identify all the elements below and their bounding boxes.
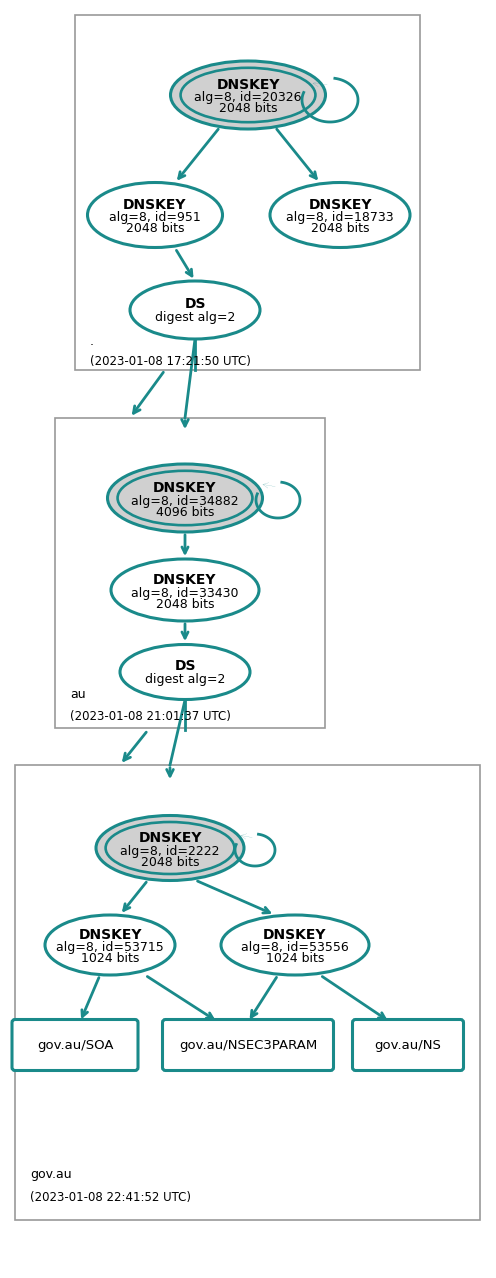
- Text: alg=8, id=33430: alg=8, id=33430: [131, 587, 239, 599]
- Text: 2048 bits: 2048 bits: [311, 222, 369, 235]
- Ellipse shape: [111, 558, 259, 621]
- Text: DNSKEY: DNSKEY: [123, 198, 187, 212]
- Text: digest alg=2: digest alg=2: [145, 674, 225, 686]
- Text: 4096 bits: 4096 bits: [156, 506, 214, 519]
- Text: alg=8, id=34882: alg=8, id=34882: [131, 495, 239, 507]
- Text: DNSKEY: DNSKEY: [216, 78, 280, 92]
- FancyBboxPatch shape: [12, 1020, 138, 1071]
- Text: alg=8, id=53715: alg=8, id=53715: [56, 942, 164, 955]
- Text: DS: DS: [184, 296, 206, 311]
- Bar: [55, 418, 325, 728]
- Bar: [75, 15, 420, 371]
- Ellipse shape: [270, 183, 410, 248]
- Text: gov.au: gov.au: [30, 1168, 71, 1181]
- Ellipse shape: [120, 644, 250, 699]
- Text: DNSKEY: DNSKEY: [153, 481, 217, 495]
- Text: au: au: [70, 688, 86, 702]
- Ellipse shape: [221, 915, 369, 975]
- Text: 2048 bits: 2048 bits: [141, 855, 199, 869]
- Text: gov.au/SOA: gov.au/SOA: [37, 1039, 113, 1052]
- Ellipse shape: [96, 815, 244, 881]
- Text: .: .: [90, 335, 94, 348]
- Text: gov.au/NSEC3PARAM: gov.au/NSEC3PARAM: [179, 1039, 317, 1052]
- Text: (2023-01-08 17:21:50 UTC): (2023-01-08 17:21:50 UTC): [90, 355, 251, 368]
- Text: (2023-01-08 22:41:52 UTC): (2023-01-08 22:41:52 UTC): [30, 1191, 191, 1204]
- Bar: [15, 766, 480, 1220]
- Text: 2048 bits: 2048 bits: [156, 598, 214, 611]
- Text: (2023-01-08 21:01:37 UTC): (2023-01-08 21:01:37 UTC): [70, 711, 231, 723]
- Text: gov.au/NS: gov.au/NS: [374, 1039, 441, 1052]
- Text: alg=8, id=53556: alg=8, id=53556: [241, 942, 349, 955]
- Ellipse shape: [87, 183, 223, 248]
- Text: digest alg=2: digest alg=2: [155, 312, 235, 325]
- Ellipse shape: [130, 281, 260, 339]
- FancyBboxPatch shape: [353, 1020, 463, 1071]
- Text: DNSKEY: DNSKEY: [78, 928, 142, 942]
- Text: DNSKEY: DNSKEY: [263, 928, 327, 942]
- Text: 1024 bits: 1024 bits: [81, 952, 139, 965]
- Text: DNSKEY: DNSKEY: [153, 573, 217, 587]
- Text: alg=8, id=20326: alg=8, id=20326: [194, 92, 302, 105]
- Ellipse shape: [171, 61, 325, 129]
- Ellipse shape: [108, 464, 262, 532]
- Text: alg=8, id=951: alg=8, id=951: [109, 211, 201, 225]
- Text: alg=8, id=2222: alg=8, id=2222: [120, 845, 220, 858]
- Text: DNSKEY: DNSKEY: [308, 198, 372, 212]
- Text: 1024 bits: 1024 bits: [266, 952, 324, 965]
- Text: DS: DS: [174, 659, 196, 674]
- FancyBboxPatch shape: [163, 1020, 333, 1071]
- Ellipse shape: [45, 915, 175, 975]
- Text: 2048 bits: 2048 bits: [126, 222, 184, 235]
- Text: DNSKEY: DNSKEY: [138, 831, 202, 845]
- Text: alg=8, id=18733: alg=8, id=18733: [286, 211, 394, 225]
- Text: 2048 bits: 2048 bits: [219, 102, 277, 115]
